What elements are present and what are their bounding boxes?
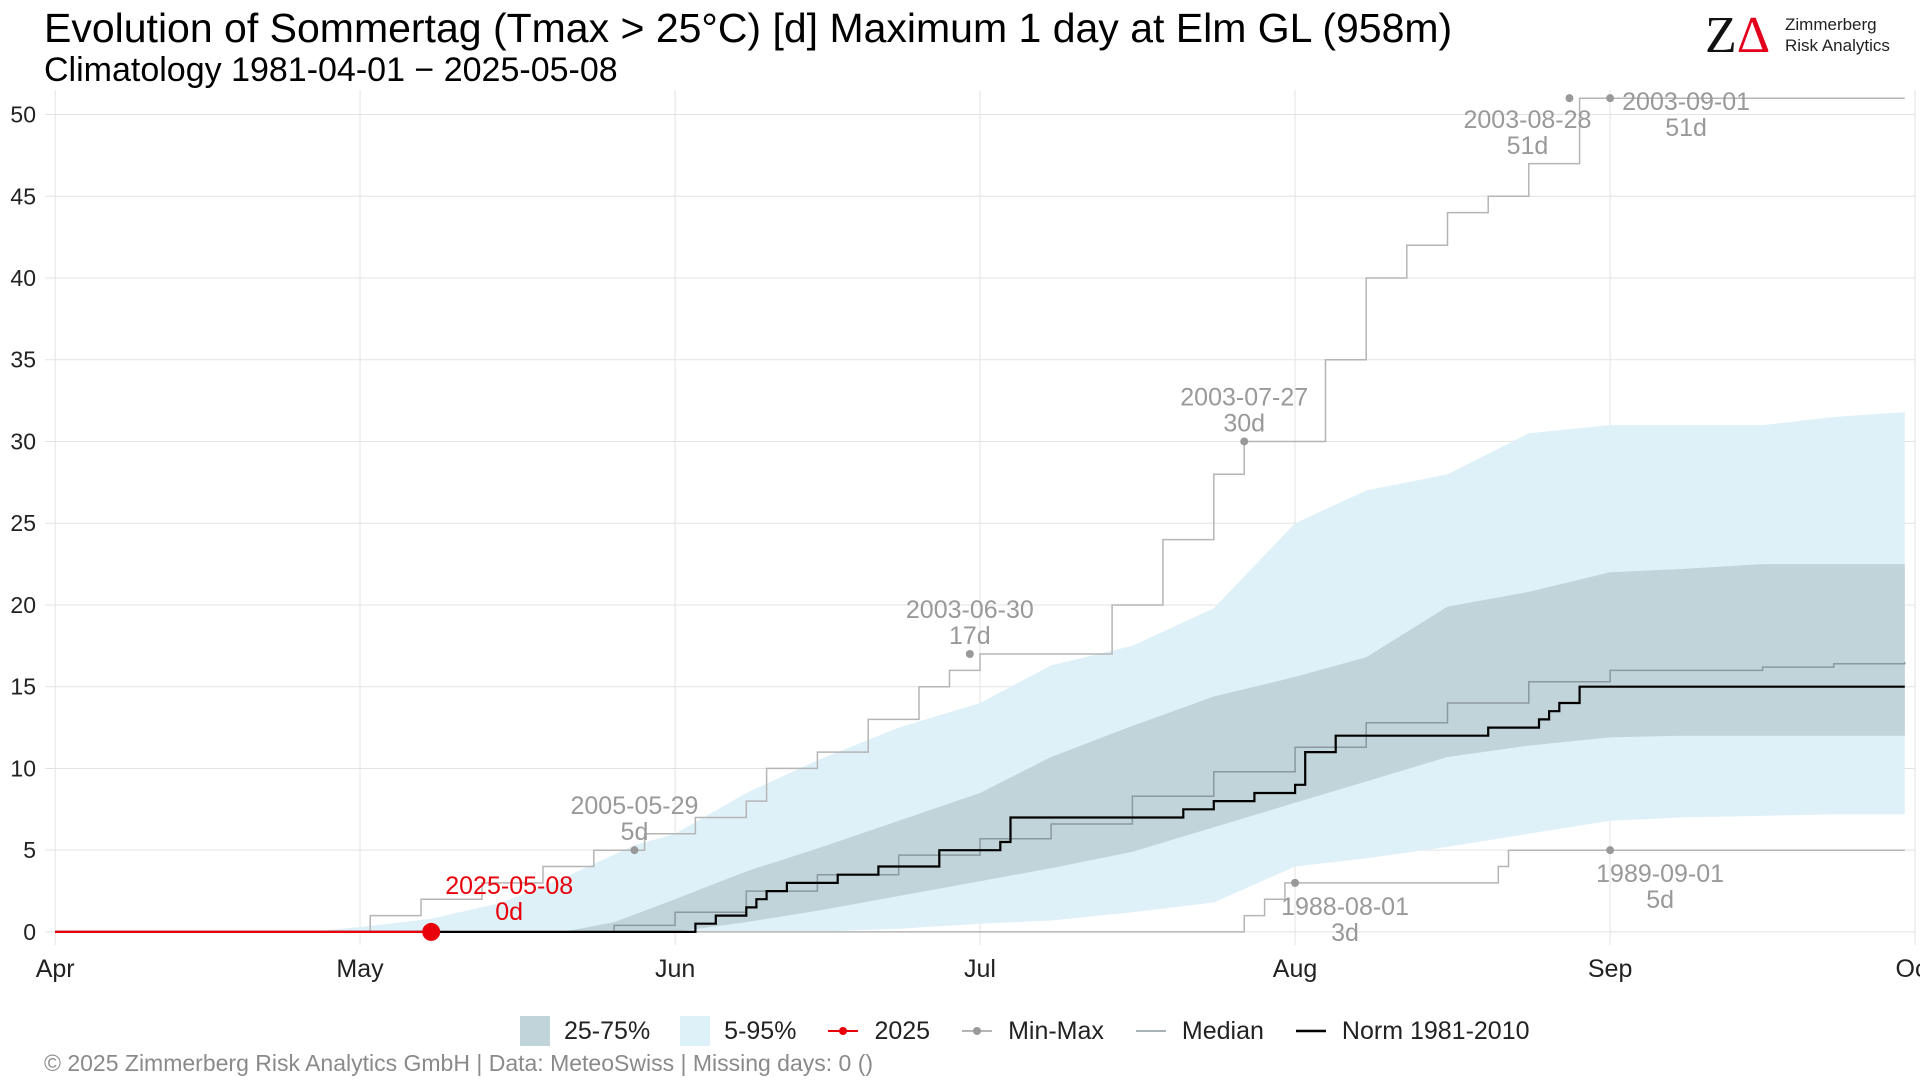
legend-swatch-median — [1135, 1030, 1166, 1032]
y-tick-label: 50 — [10, 102, 36, 128]
y-tick-label: 40 — [10, 265, 36, 291]
current-annotation-value: 0d — [495, 898, 523, 926]
y-tick-label: 5 — [23, 837, 36, 863]
minmax-annotation-value: 5d — [1646, 886, 1674, 914]
legend-swatch-minmax — [962, 1027, 993, 1035]
band-5-95 — [55, 412, 1905, 932]
y-tick-label: 15 — [10, 674, 36, 700]
max-line — [55, 97, 1905, 933]
min-line — [55, 849, 1905, 933]
minmax-annotation-value: 51d — [1507, 132, 1549, 160]
minmax-annotation-date: 2003-09-01 — [1622, 88, 1750, 116]
x-tick-label: Apr — [36, 955, 75, 983]
legend-swatch-norm — [1295, 1029, 1326, 1033]
x-tick-label: Sep — [1588, 955, 1632, 983]
minmax-annotation-value: 3d — [1331, 919, 1359, 947]
logo-line-1: Zimmerberg — [1785, 15, 1877, 34]
legend-swatch-25-75 — [520, 1016, 550, 1046]
minmax-annotation-value: 5d — [621, 818, 649, 846]
legend-label-median: Median — [1181, 1016, 1264, 1045]
y-tick-label: 10 — [10, 755, 36, 781]
minmax-annotation-date: 2003-07-27 — [1180, 383, 1308, 411]
legend-swatch-5-95 — [680, 1016, 711, 1046]
x-tick-label: May — [336, 955, 384, 983]
band-25-75 — [55, 564, 1905, 932]
y-tick-label: 30 — [10, 428, 36, 454]
legend-swatch-2025 — [828, 1027, 859, 1035]
chart-subtitle: Climatology 1981-04-01 − 2025-05-08 — [44, 51, 618, 89]
minmax-point — [1291, 878, 1300, 887]
minmax-point — [1606, 94, 1615, 103]
chart-svg: 0 5 10 15 20 25 30 35 40 45 50 Apr May Jun Jul Aug Sep Oc… — [10, 88, 1920, 983]
legend-item-25-75: 25-75% — [520, 1016, 650, 1046]
legend-label-minmax: Min-Max — [1008, 1016, 1104, 1045]
x-tick-label: Oct — [1896, 955, 1920, 983]
minmax-point — [1606, 846, 1615, 855]
y-tick-label: 35 — [10, 347, 36, 373]
legend-item-median: Median — [1134, 1017, 1264, 1046]
y-tick-label: 25 — [10, 510, 36, 536]
legend-item-norm: Norm 1981-2010 — [1294, 1017, 1530, 1046]
current-year-point — [422, 922, 441, 941]
minmax-point — [965, 650, 974, 659]
x-tick-label: Aug — [1273, 955, 1317, 983]
logo-text: Zimmerberg Risk Analytics — [1785, 14, 1890, 56]
minmax-annotation-value: 30d — [1223, 409, 1265, 437]
norm-line — [55, 685, 1905, 933]
legend-item-5-95: 5-95% — [680, 1016, 796, 1046]
legend-label-25-75: 25-75% — [564, 1016, 651, 1045]
x-tick-label: Jun — [655, 955, 695, 983]
y-tick-label: 45 — [10, 183, 36, 209]
y-tick-label: 0 — [23, 919, 36, 945]
minmax-annotation-value: 17d — [949, 622, 991, 650]
minmax-annotation-date: 1989-09-01 — [1596, 860, 1724, 888]
logo-line-2: Risk Analytics — [1785, 36, 1890, 55]
legend-item-minmax: Min-Max — [960, 1017, 1104, 1046]
minmax-point — [1565, 94, 1574, 103]
logo-mark: ZΔ — [1705, 7, 1771, 64]
minmax-annotation-date: 2003-08-28 — [1464, 106, 1592, 134]
footer-copyright: © 2025 Zimmerberg Risk Analytics GmbH | … — [44, 1050, 874, 1076]
minmax-point — [1240, 437, 1249, 446]
x-tick-label: Jul — [964, 955, 996, 983]
company-logo: ZΔ Zimmerberg Risk Analytics — [1705, 7, 1905, 64]
minmax-annotation-date: 1988-08-01 — [1281, 893, 1409, 921]
minmax-annotation-value: 51d — [1665, 114, 1707, 142]
legend-label-norm: Norm 1981-2010 — [1341, 1016, 1530, 1045]
minmax-annotation-date: 2003-06-30 — [906, 596, 1034, 624]
chart-title: Evolution of Sommertag (Tmax > 25°C) [d]… — [44, 5, 1453, 51]
legend-label-2025: 2025 — [874, 1016, 931, 1045]
minmax-point — [630, 846, 639, 855]
legend-item-2025: 2025 — [826, 1017, 930, 1046]
minmax-annotation-date: 2005-05-29 — [571, 792, 699, 820]
legend-label-5-95: 5-95% — [724, 1016, 797, 1045]
current-annotation-date: 2025-05-08 — [445, 872, 573, 900]
legend: 25-75% 5-95% 2025 Min-Max Median Norm 19… — [520, 1014, 1560, 1048]
y-tick-label: 20 — [10, 592, 36, 618]
